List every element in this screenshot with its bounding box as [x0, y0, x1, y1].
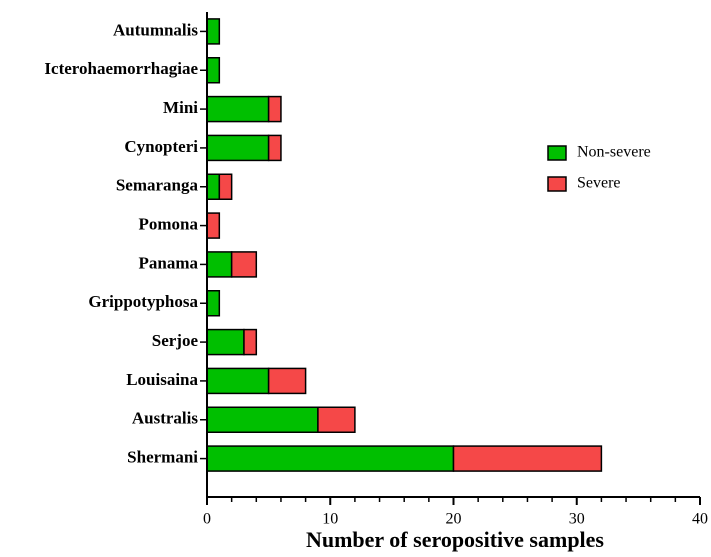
legend-swatch [547, 176, 567, 192]
x-tick-label: 0 [203, 511, 211, 528]
bar-segment [206, 18, 221, 45]
y-tick-label: Mini [163, 98, 198, 117]
bar-segment [206, 95, 270, 123]
bar-segment [267, 134, 282, 162]
bar-segment [206, 445, 455, 472]
bar-segment [206, 290, 221, 317]
x-tick-label: 30 [569, 511, 585, 528]
legend-label: Non-severe [577, 144, 651, 161]
bar-segment [218, 173, 233, 200]
y-tick-label: Louisaina [126, 370, 198, 389]
y-tick-label: Semaranga [116, 176, 199, 195]
bar-segment [267, 95, 282, 123]
bar-segment [206, 328, 245, 356]
x-tick-label: 40 [692, 511, 708, 528]
bar-segment [206, 134, 270, 162]
y-tick-label: Grippotyphosa [88, 292, 198, 311]
bar-segment [230, 251, 258, 278]
legend-label: Severe [577, 175, 621, 192]
y-tick-label: Pomona [139, 214, 199, 233]
x-tick-label: 10 [322, 511, 338, 528]
x-tick-label: 20 [446, 511, 462, 528]
y-tick-label: Icterohaemorrhagiae [44, 59, 198, 78]
y-tick-label: Cynopteri [124, 137, 198, 156]
y-tick-label: Australis [132, 409, 199, 428]
bar-segment [206, 251, 233, 278]
bar-segment [206, 57, 221, 84]
bar-segment [206, 212, 221, 239]
bar-segment [206, 406, 319, 433]
y-tick-label: Shermani [127, 447, 198, 466]
bar-segment [267, 367, 307, 395]
legend-swatch [547, 145, 567, 161]
bar-segment [206, 367, 270, 395]
bar-segment [452, 445, 603, 472]
bar-segment [206, 173, 221, 200]
bar-segment [243, 328, 258, 356]
y-tick-label: Panama [139, 253, 199, 272]
y-tick-label: Autumnalis [113, 20, 198, 39]
y-tick-label: Serjoe [152, 331, 199, 350]
bar-segment [317, 406, 356, 433]
x-axis-title: Number of seropositive samples [306, 527, 604, 552]
